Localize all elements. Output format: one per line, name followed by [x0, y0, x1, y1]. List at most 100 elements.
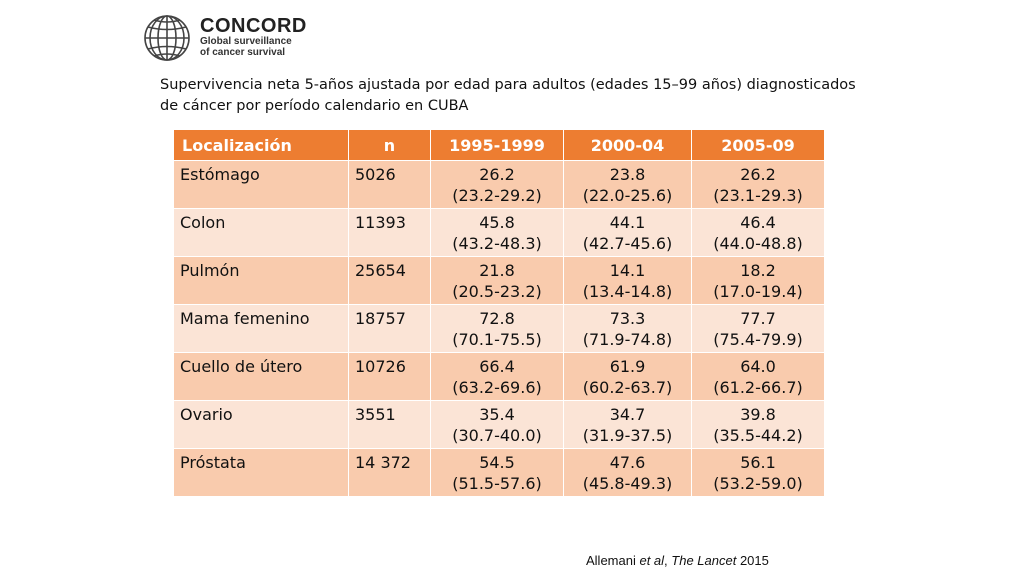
period2-cell: 44.1 (42.7-45.6) [563, 208, 692, 257]
confidence-interval: (70.1-75.5) [452, 330, 542, 349]
confidence-interval: (20.5-23.2) [452, 282, 542, 301]
period2-cell: 47.6 (45.8-49.3) [563, 448, 692, 497]
confidence-interval: (22.0-25.6) [582, 186, 673, 205]
logo-text: CONCORD Global surveillance of cancer su… [200, 16, 307, 58]
citation-year: 2015 [736, 553, 769, 568]
period3-cell: 26.2 (23.1-29.3) [691, 160, 825, 209]
confidence-interval: (13.4-14.8) [582, 282, 673, 301]
column-header-localizacion: Localización [173, 129, 349, 161]
survival-value: 72.8 [479, 309, 515, 328]
n-cell: 14 372 [348, 448, 431, 497]
survival-table: Localización n 1995-1999 2000-04 2005-09… [173, 129, 825, 497]
confidence-interval: (44.0-48.8) [713, 234, 803, 253]
n-cell: 25654 [348, 256, 431, 305]
table-row: Estómago 5026 26.2 (23.2-29.2) 23.8 (22.0-… [173, 160, 825, 209]
citation-separator: , [664, 553, 672, 568]
table-row: Mama femenino 18757 72.8 (70.1-75.5) 73.3… [173, 304, 825, 353]
survival-value: 18.2 [740, 261, 776, 280]
confidence-interval: (51.5-57.6) [452, 474, 542, 493]
period1-cell: 72.8 (70.1-75.5) [430, 304, 564, 353]
n-cell: 11393 [348, 208, 431, 257]
survival-value: 56.1 [740, 453, 776, 472]
survival-value: 64.0 [740, 357, 776, 376]
period1-cell: 66.4 (63.2-69.6) [430, 352, 564, 401]
site-cell: Pulmón [173, 256, 349, 305]
confidence-interval: (42.7-45.6) [582, 234, 673, 253]
survival-value: 45.8 [479, 213, 515, 232]
survival-value: 47.6 [609, 453, 646, 472]
survival-value: 39.8 [740, 405, 776, 424]
confidence-interval: (75.4-79.9) [713, 330, 803, 349]
confidence-interval: (71.9-74.8) [582, 330, 673, 349]
table-row: Pulmón 25654 21.8 (20.5-23.2) 14.1 (13.4-1… [173, 256, 825, 305]
confidence-interval: (61.2-66.7) [713, 378, 803, 397]
n-cell: 5026 [348, 160, 431, 209]
confidence-interval: (60.2-63.7) [582, 378, 673, 397]
citation-etal: et al [639, 553, 665, 568]
period1-cell: 35.4 (30.7-40.0) [430, 400, 564, 449]
period1-cell: 45.8 (43.2-48.3) [430, 208, 564, 257]
citation-journal: The Lancet [671, 553, 737, 568]
slide-title: Supervivencia neta 5-años ajustada por e… [160, 77, 856, 114]
column-header-2000-04: 2000-04 [563, 129, 692, 161]
confidence-interval: (30.7-40.0) [452, 426, 542, 445]
site-cell: Próstata [173, 448, 349, 497]
citation-authors: Allemani [586, 553, 640, 568]
period3-cell: 46.4 (44.0-48.8) [691, 208, 825, 257]
survival-value: 46.4 [740, 213, 776, 232]
survival-value: 14.1 [609, 261, 646, 280]
site-cell: Estómago [173, 160, 349, 209]
survival-value: 77.7 [740, 309, 776, 328]
table-header-row: Localización n 1995-1999 2000-04 2005-09 [173, 129, 825, 161]
period3-cell: 64.0 (61.2-66.7) [691, 352, 825, 401]
period2-cell: 14.1 (13.4-14.8) [563, 256, 692, 305]
citation: Allemani et al, The Lancet 2015 [586, 553, 769, 568]
table-row: Ovario 3551 35.4 (30.7-40.0) 34.7 (31.9-37… [173, 400, 825, 449]
n-cell: 3551 [348, 400, 431, 449]
confidence-interval: (17.0-19.4) [713, 282, 803, 301]
survival-value: 26.2 [740, 165, 776, 184]
site-cell: Ovario [173, 400, 349, 449]
period2-cell: 73.3 (71.9-74.8) [563, 304, 692, 353]
confidence-interval: (35.5-44.2) [713, 426, 803, 445]
confidence-interval: (53.2-59.0) [713, 474, 803, 493]
site-cell: Colon [173, 208, 349, 257]
period3-cell: 77.7 (75.4-79.9) [691, 304, 825, 353]
survival-value: 61.9 [609, 357, 646, 376]
period3-cell: 56.1 (53.2-59.0) [691, 448, 825, 497]
table-row: Próstata 14 372 54.5 (51.5-57.6) 47.6 (45.… [173, 448, 825, 497]
site-cell: Mama femenino [173, 304, 349, 353]
logo-subtitle-line1: Global surveillance [200, 36, 292, 47]
period1-cell: 54.5 (51.5-57.6) [430, 448, 564, 497]
survival-value: 54.5 [479, 453, 515, 472]
confidence-interval: (43.2-48.3) [452, 234, 542, 253]
confidence-interval: (63.2-69.6) [452, 378, 542, 397]
table-row: Colon 11393 45.8 (43.2-48.3) 44.1 (42.7-45… [173, 208, 825, 257]
period2-cell: 23.8 (22.0-25.6) [563, 160, 692, 209]
confidence-interval: (31.9-37.5) [582, 426, 673, 445]
table-row: Cuello de útero 10726 66.4 (63.2-69.6) 61… [173, 352, 825, 401]
column-header-n: n [348, 129, 431, 161]
logo-subtitle-line2: of cancer survival [200, 47, 286, 58]
survival-value: 26.2 [479, 165, 515, 184]
confidence-interval: (23.2-29.2) [452, 186, 542, 205]
period2-cell: 34.7 (31.9-37.5) [563, 400, 692, 449]
period1-cell: 26.2 (23.2-29.2) [430, 160, 564, 209]
n-cell: 18757 [348, 304, 431, 353]
concord-logo: CONCORD Global surveillance of cancer su… [142, 12, 307, 64]
period2-cell: 61.9 (60.2-63.7) [563, 352, 692, 401]
survival-value: 66.4 [479, 357, 515, 376]
survival-value: 23.8 [609, 165, 646, 184]
survival-value: 35.4 [479, 405, 515, 424]
survival-value: 73.3 [609, 309, 646, 328]
table-body: Estómago 5026 26.2 (23.2-29.2) 23.8 (22.0-… [173, 160, 825, 497]
column-header-2005-09: 2005-09 [691, 129, 825, 161]
survival-value: 34.7 [609, 405, 646, 424]
period1-cell: 21.8 (20.5-23.2) [430, 256, 564, 305]
confidence-interval: (23.1-29.3) [713, 186, 803, 205]
confidence-interval: (45.8-49.3) [582, 474, 673, 493]
n-cell: 10726 [348, 352, 431, 401]
period3-cell: 39.8 (35.5-44.2) [691, 400, 825, 449]
survival-value: 44.1 [609, 213, 646, 232]
globe-icon [144, 15, 190, 61]
